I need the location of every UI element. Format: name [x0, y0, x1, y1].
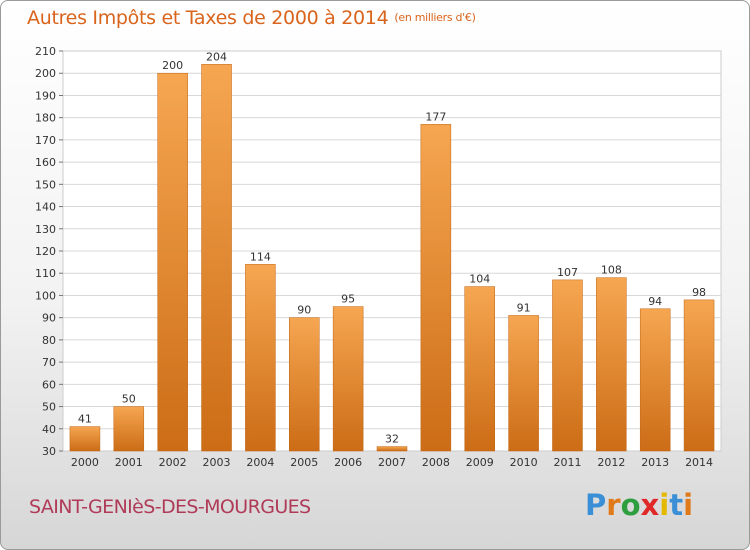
bar-2005 — [289, 317, 320, 452]
y-tick-label: 110 — [35, 267, 56, 280]
logo-letter: t — [669, 488, 684, 522]
y-tick-label: 160 — [35, 156, 56, 169]
logo-letter: o — [620, 488, 641, 522]
logo-letter: P — [585, 488, 607, 522]
y-tick-label: 190 — [35, 89, 56, 102]
bar-2009 — [464, 286, 495, 452]
bar-2000 — [69, 426, 101, 452]
y-tick-label: 120 — [35, 245, 56, 258]
value-label-2004: 114 — [250, 250, 271, 263]
value-label-2010: 91 — [517, 301, 531, 314]
bar-2013 — [639, 308, 671, 452]
bar-2004 — [245, 264, 276, 452]
x-tick-label-2005: 2005 — [290, 456, 318, 469]
y-axis: 30 40 50 60 70 80 90 100 110 120 130 140 150 160 170 18… — [35, 45, 63, 458]
value-label-2009: 104 — [469, 273, 490, 286]
logo-letter: r — [606, 488, 621, 522]
x-tick-label-2007: 2007 — [378, 456, 406, 469]
x-tick-label-2003: 2003 — [203, 456, 231, 469]
y-tick-label: 70 — [42, 356, 56, 369]
y-tick-label: 130 — [35, 223, 56, 236]
value-label-2012: 108 — [601, 264, 622, 277]
x-tick-label-2002: 2002 — [159, 456, 187, 469]
value-label-2000: 41 — [78, 413, 92, 426]
y-tick-label: 90 — [42, 312, 56, 325]
logo-letter: i — [683, 488, 694, 522]
x-tick-label-2010: 2010 — [510, 456, 538, 469]
y-tick-label: 100 — [35, 289, 56, 302]
x-tick-label-2001: 2001 — [115, 456, 143, 469]
x-tick-label-2004: 2004 — [246, 456, 274, 469]
bar-2006 — [332, 306, 364, 452]
y-tick-label: 180 — [35, 112, 56, 125]
bar-2012 — [596, 277, 627, 452]
bar-2011 — [552, 279, 583, 452]
logo-letter: x — [640, 488, 660, 522]
value-label-2003: 204 — [206, 50, 227, 63]
proxiti-logo: Proxiti — [585, 488, 693, 522]
value-label-2002: 200 — [162, 59, 183, 72]
x-tick-label-2013: 2013 — [641, 456, 669, 469]
y-tick-label: 150 — [35, 178, 56, 191]
y-tick-label: 80 — [42, 334, 56, 347]
y-tick-label: 170 — [35, 134, 56, 147]
y-tick-label: 210 — [35, 45, 56, 58]
x-tick-label-2009: 2009 — [466, 456, 494, 469]
value-label-2011: 107 — [557, 266, 578, 279]
x-tick-label-2012: 2012 — [597, 456, 625, 469]
y-tick-label: 140 — [35, 201, 56, 214]
commune-name: SAINT-GENIèS-DES-MOURGUES — [29, 496, 311, 518]
y-tick-label: 50 — [42, 401, 56, 414]
x-tick-label-2008: 2008 — [422, 456, 450, 469]
x-tick-label-2014: 2014 — [685, 456, 713, 469]
y-tick-label: 60 — [42, 378, 56, 391]
value-label-2014: 98 — [692, 286, 706, 299]
bar-2001 — [113, 406, 145, 452]
value-label-2005: 90 — [297, 304, 311, 317]
bar-2008 — [420, 124, 452, 452]
value-label-2006: 95 — [341, 293, 355, 306]
chart-title-unit: (en milliers d'€) — [394, 11, 476, 24]
bar-2014 — [683, 299, 715, 452]
x-tick-label-2011: 2011 — [553, 456, 581, 469]
y-tick-label: 30 — [42, 445, 56, 458]
bar-2003 — [201, 64, 232, 452]
bar-2010 — [508, 315, 539, 452]
value-label-2008: 177 — [425, 110, 446, 123]
value-label-2007: 32 — [385, 433, 399, 446]
y-tick-label: 200 — [35, 67, 56, 80]
x-axis: 2000 2001 2002 2003 2004 2005 2006 2007 2008 2009… — [71, 456, 713, 469]
value-label-2013: 94 — [648, 295, 662, 308]
bar-2007 — [376, 446, 408, 452]
chart-title-text: Autres Impôts et Taxes de 2000 à 2014 — [27, 7, 389, 29]
x-tick-label-2000: 2000 — [71, 456, 99, 469]
y-tick-label: 40 — [42, 423, 56, 436]
bar-2002 — [157, 72, 188, 452]
x-tick-label-2006: 2006 — [334, 456, 362, 469]
bars: 41 50 200 204 114 90 95 32 177 104 91 107 108 94 98 — [69, 50, 715, 452]
chart-title: Autres Impôts et Taxes de 2000 à 2014 (en… — [27, 7, 476, 29]
logo-letter: i — [659, 488, 670, 522]
value-label-2001: 50 — [122, 393, 136, 406]
